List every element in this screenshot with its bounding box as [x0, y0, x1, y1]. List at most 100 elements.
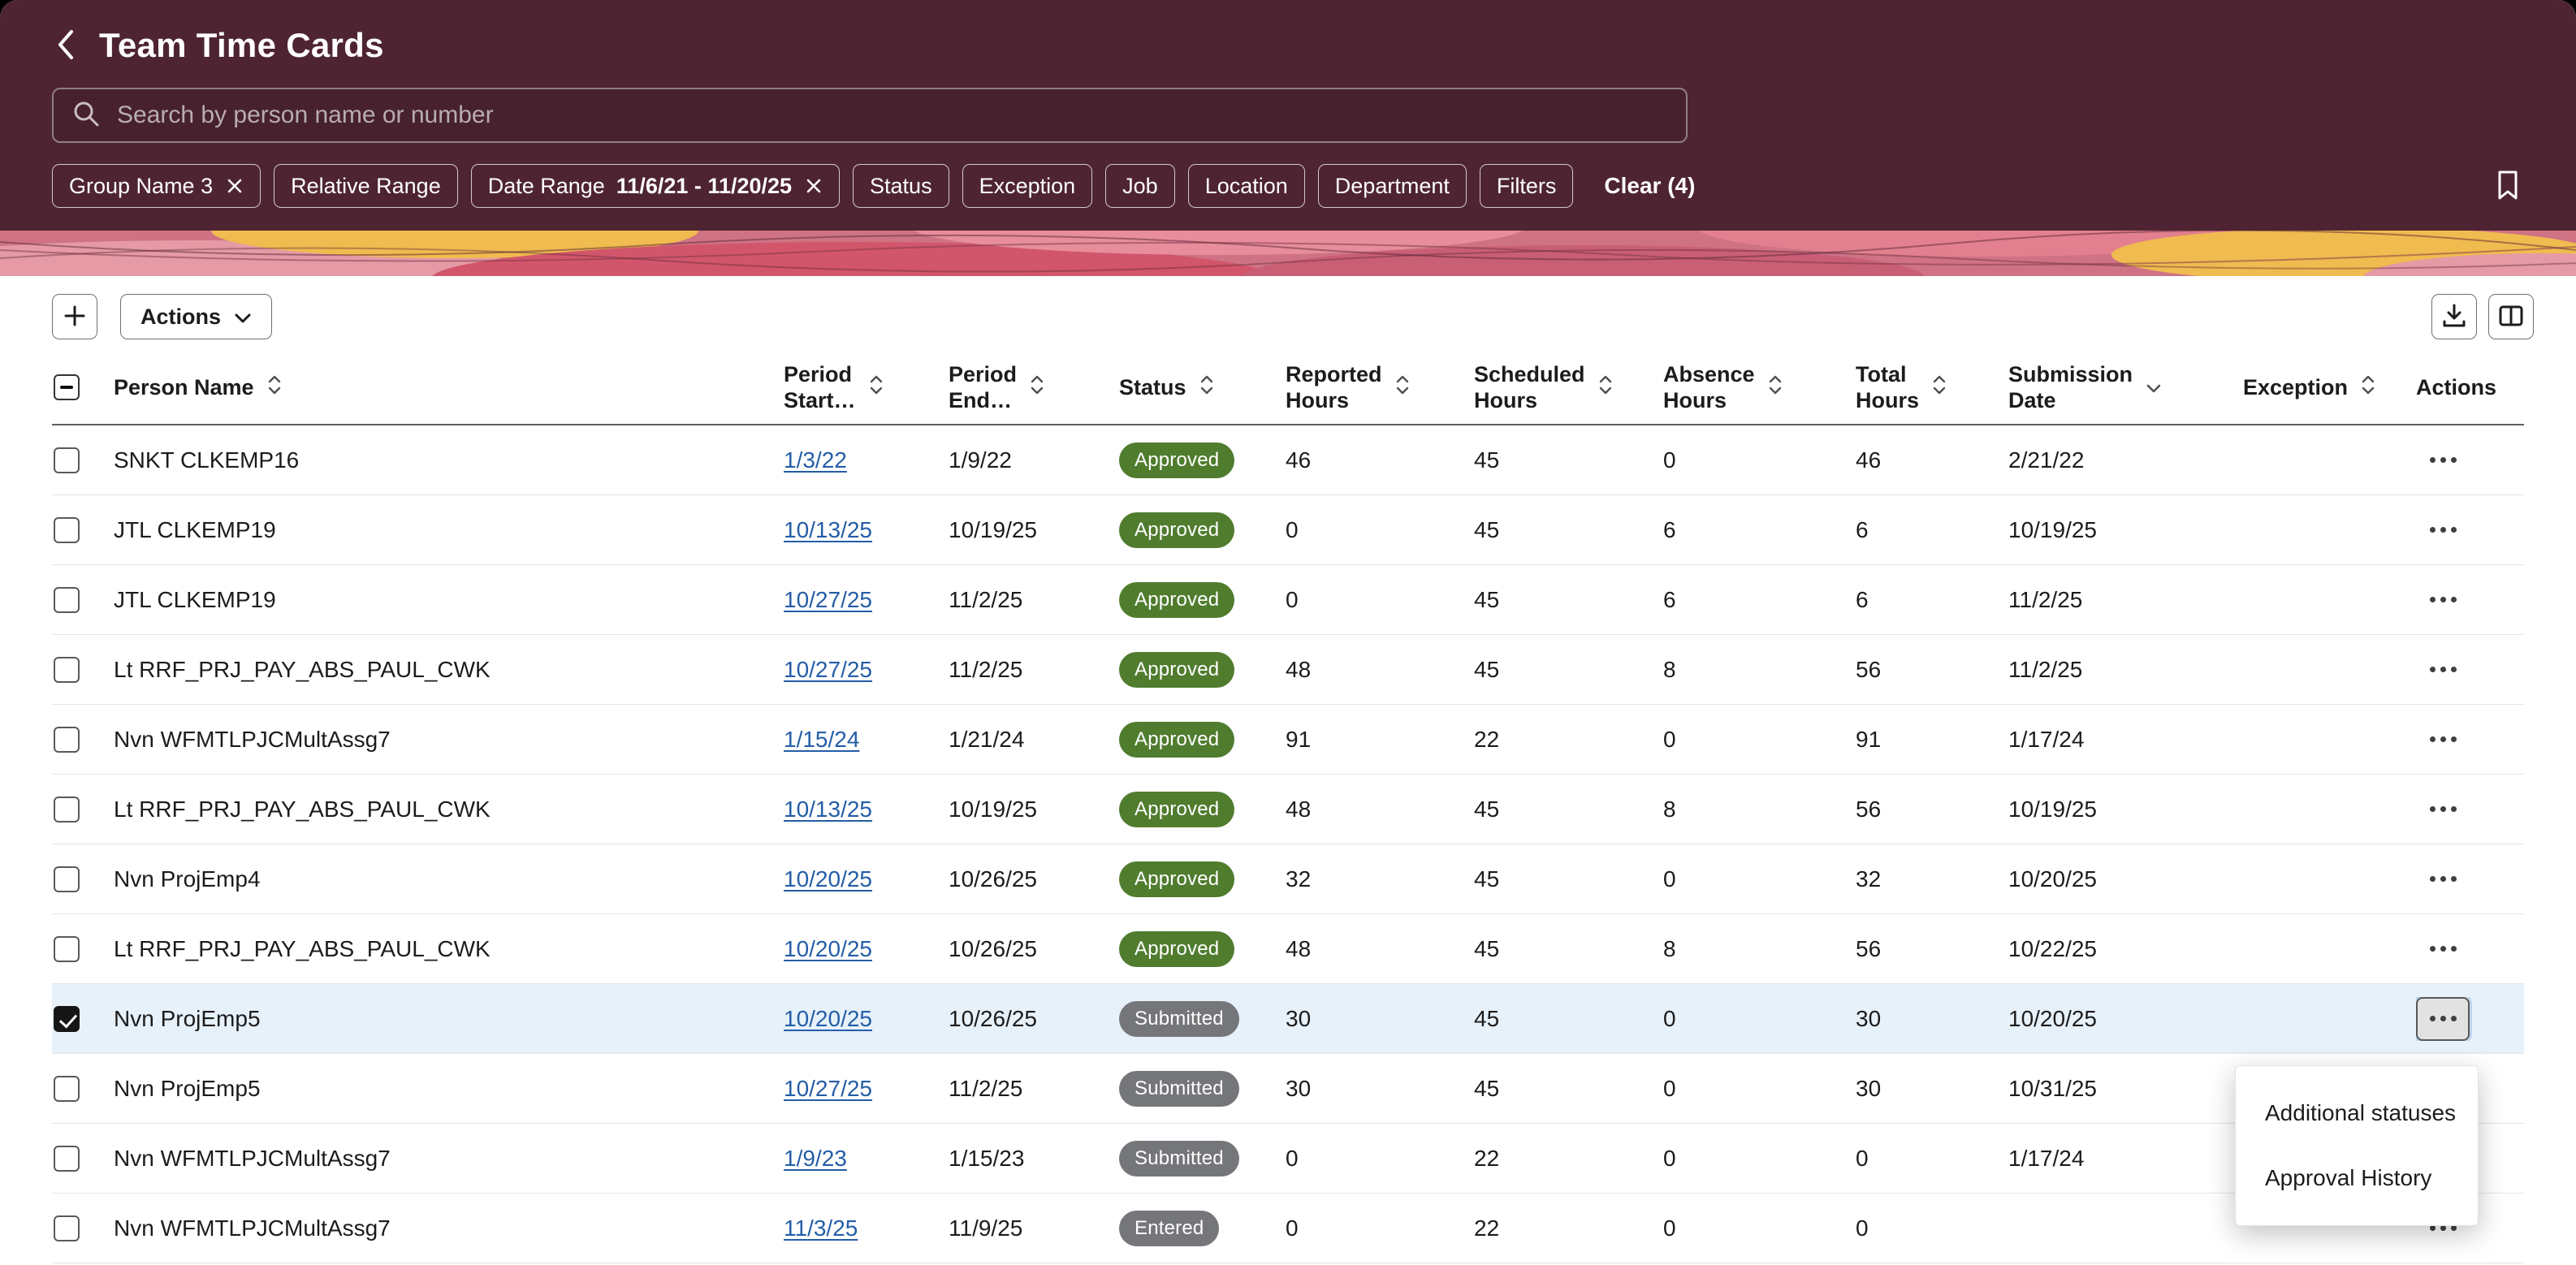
export-button[interactable] — [2431, 294, 2477, 339]
column-header-scheduled-hours[interactable]: Scheduled Hours — [1474, 361, 1663, 413]
filter-chip-department[interactable]: Department — [1317, 164, 1467, 208]
search-input[interactable] — [117, 101, 1668, 129]
actions-menu-label: Actions — [140, 304, 222, 329]
ellipsis-icon — [2429, 457, 2436, 463]
period-end: 1/9/22 — [949, 447, 1012, 473]
table-row[interactable]: Nvn WFMTLPJCMultAssg7 1/9/23 1/15/23 Sub… — [52, 1124, 2524, 1194]
filter-chip-job[interactable]: Job — [1105, 164, 1175, 208]
filter-chip-status[interactable]: Status — [853, 164, 949, 208]
actions-context-menu: Additional statuses Approval History — [2235, 1065, 2479, 1226]
row-checkbox[interactable] — [54, 1005, 80, 1032]
filter-chip-filters[interactable]: Filters — [1479, 164, 1574, 208]
column-header-exception[interactable]: Exception — [2243, 374, 2416, 401]
period-start-link[interactable]: 10/27/25 — [784, 586, 872, 612]
reported-hours: 91 — [1286, 726, 1312, 752]
period-start-link[interactable]: 10/20/25 — [784, 866, 872, 892]
row-checkbox[interactable] — [54, 796, 80, 822]
row-checkbox[interactable] — [54, 586, 80, 613]
column-header-person-name[interactable]: Person Name — [114, 374, 784, 401]
row-actions-button[interactable] — [2416, 996, 2470, 1041]
row-actions-button[interactable] — [2416, 718, 2470, 762]
table-row[interactable]: SNKT CLKEMP16 1/3/22 1/9/22 Approved 46 … — [52, 425, 2524, 495]
sort-icon[interactable] — [1030, 374, 1044, 401]
filter-chip-date-range[interactable]: Date Range 11/6/21 - 11/20/25 — [470, 164, 841, 208]
filter-chip-exception[interactable]: Exception — [962, 164, 1093, 208]
menu-item-approval-history[interactable]: Approval History — [2265, 1165, 2432, 1190]
table-row[interactable]: Lt RRF_PRJ_PAY_ABS_PAUL_CWK 10/27/25 11/… — [52, 635, 2524, 705]
close-icon[interactable] — [226, 177, 244, 195]
period-start-link[interactable]: 10/13/25 — [784, 516, 872, 542]
period-start-link[interactable]: 10/20/25 — [784, 1005, 872, 1031]
table-row[interactable]: Nvn WFMTLPJCMultAssg7 1/15/24 1/21/24 Ap… — [52, 705, 2524, 775]
manage-columns-button[interactable] — [2488, 294, 2534, 339]
sort-icon[interactable] — [869, 374, 884, 401]
column-header-total-hours[interactable]: Total Hours — [1856, 361, 2008, 413]
row-checkbox[interactable] — [54, 935, 80, 962]
row-actions-button[interactable] — [2416, 648, 2470, 692]
table-header-row: Person Name Period Start… Period End… St… — [52, 351, 2524, 425]
status-cell: Approved — [1119, 442, 1286, 478]
row-checkbox[interactable] — [54, 656, 80, 683]
row-checkbox[interactable] — [54, 1145, 80, 1172]
table-row[interactable]: Nvn ProjEmp4 10/20/25 10/26/25 Approved … — [52, 844, 2524, 914]
sort-icon[interactable] — [1199, 374, 1214, 401]
row-actions-button[interactable] — [2416, 1207, 2470, 1250]
table-row[interactable]: JTL CLKEMP19 10/13/25 10/19/25 Approved … — [52, 495, 2524, 565]
column-header-submission-date[interactable]: Submission Date — [2008, 361, 2243, 413]
period-start-link[interactable]: 10/13/25 — [784, 796, 872, 822]
period-start-link[interactable]: 1/3/22 — [784, 447, 847, 473]
filter-chip-group-name[interactable]: Group Name 3 — [52, 164, 261, 208]
column-header-reported-hours[interactable]: Reported Hours — [1286, 361, 1474, 413]
row-checkbox[interactable] — [54, 516, 80, 543]
period-start-link[interactable]: 1/9/23 — [784, 1145, 847, 1171]
period-start-link[interactable]: 10/20/25 — [784, 935, 872, 961]
column-header-status[interactable]: Status — [1119, 374, 1286, 401]
sort-icon[interactable] — [2361, 374, 2375, 401]
row-checkbox[interactable] — [54, 1075, 80, 1102]
bookmark-button[interactable] — [2492, 166, 2524, 207]
row-actions-button[interactable] — [2416, 438, 2470, 482]
table-row[interactable]: Nvn ProjEmp5 10/20/25 10/26/25 Submitted… — [52, 984, 2524, 1054]
column-header-period-end[interactable]: Period End… — [949, 361, 1119, 413]
table-row[interactable]: Nvn ProjEmp5 10/27/25 11/2/25 Submitted … — [52, 1054, 2524, 1124]
row-actions-button[interactable] — [2416, 927, 2470, 971]
search-box[interactable] — [52, 88, 1688, 143]
sort-icon[interactable] — [1768, 374, 1783, 401]
table-row[interactable]: JTL CLKEMP19 10/27/25 11/2/25 Approved 0… — [52, 565, 2524, 635]
menu-item-additional-statuses[interactable]: Additional statuses — [2265, 1100, 2457, 1125]
person-name: JTL CLKEMP19 — [114, 586, 276, 612]
person-name: Nvn WFMTLPJCMultAssg7 — [114, 726, 391, 752]
row-actions-button[interactable] — [2416, 857, 2470, 901]
sort-icon[interactable] — [267, 374, 282, 401]
sort-icon[interactable] — [1598, 374, 1613, 401]
row-actions-button[interactable] — [2416, 788, 2470, 831]
row-checkbox[interactable] — [54, 866, 80, 892]
column-header-absence-hours[interactable]: Absence Hours — [1663, 361, 1856, 413]
table-row[interactable]: Nvn WFMTLPJCMultAssg7 11/3/25 11/9/25 En… — [52, 1194, 2524, 1263]
clear-filters-button[interactable]: Clear (4) — [1604, 173, 1696, 198]
chevron-down-icon[interactable] — [2146, 375, 2162, 400]
period-start-link[interactable]: 10/27/25 — [784, 1075, 872, 1101]
filter-chip-relative-range[interactable]: Relative Range — [274, 164, 458, 208]
period-start-link[interactable]: 1/15/24 — [784, 726, 860, 752]
select-all-checkbox[interactable] — [54, 374, 80, 400]
add-timecard-button[interactable] — [52, 294, 97, 339]
actions-menu-button[interactable]: Actions — [120, 294, 273, 339]
row-actions-button[interactable] — [2416, 578, 2470, 622]
close-icon[interactable] — [805, 177, 823, 195]
sort-icon[interactable] — [1932, 374, 1947, 401]
period-start-link[interactable]: 10/27/25 — [784, 656, 872, 682]
column-header-period-start[interactable]: Period Start… — [784, 361, 949, 413]
row-checkbox[interactable] — [54, 1215, 80, 1241]
filter-chip-location[interactable]: Location — [1187, 164, 1305, 208]
absence-hours: 0 — [1663, 1005, 1676, 1031]
row-actions-button[interactable] — [2416, 508, 2470, 552]
sort-icon[interactable] — [1395, 374, 1410, 401]
row-checkbox[interactable] — [54, 447, 80, 473]
row-checkbox[interactable] — [54, 726, 80, 753]
back-button[interactable] — [52, 25, 78, 67]
table-row[interactable]: Lt RRF_PRJ_PAY_ABS_PAUL_CWK 10/13/25 10/… — [52, 775, 2524, 844]
chip-value: 11/6/21 - 11/20/25 — [616, 173, 793, 198]
table-row[interactable]: Lt RRF_PRJ_PAY_ABS_PAUL_CWK 10/20/25 10/… — [52, 914, 2524, 984]
period-start-link[interactable]: 11/3/25 — [784, 1215, 858, 1241]
